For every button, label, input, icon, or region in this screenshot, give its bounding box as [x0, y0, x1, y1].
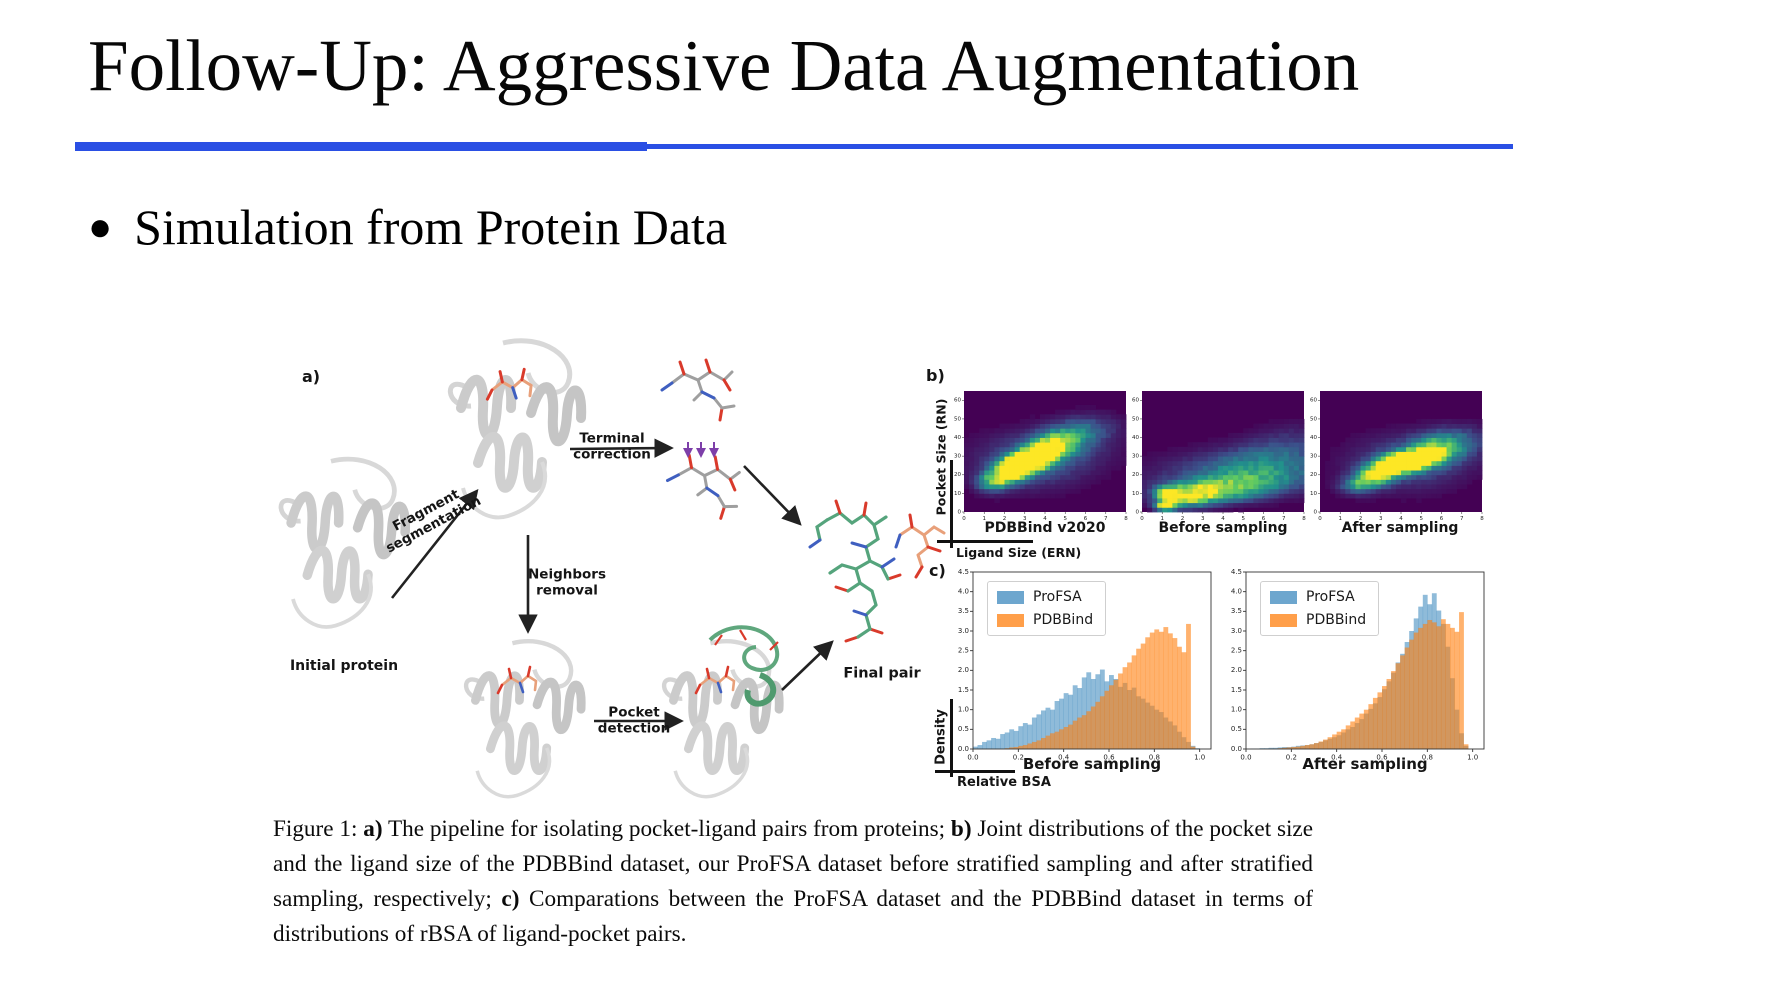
- trimmed-protein-cartoon: [466, 641, 581, 796]
- heatmap-pdbbind-canvas: [948, 387, 1132, 529]
- heatmap-pdbbind-title: PDBBind v2020: [984, 520, 1106, 536]
- legend-before-sampling: ProFSA PDBBind: [987, 581, 1107, 636]
- panel-c-letter: c): [929, 561, 946, 580]
- ligand-size-axis-line: [937, 540, 1033, 543]
- panel-a-letter: a): [302, 367, 321, 386]
- terminal-correction-label: Terminal correction: [573, 430, 651, 462]
- pocket-protein-cartoon: [664, 641, 779, 796]
- title-underline-thin: [647, 144, 1513, 149]
- hist-before-title: Before sampling: [1022, 755, 1162, 773]
- bullet-item: ● Simulation from Protein Data: [88, 198, 727, 256]
- terminal-correction-arrows-icon: [683, 442, 719, 458]
- arrow-terminal-correction: [569, 438, 674, 458]
- legend-item-profsa: ProFSA: [997, 589, 1093, 605]
- hist-after-title: After sampling: [1302, 755, 1428, 773]
- profsa-swatch: [1270, 590, 1297, 604]
- pipeline-arrows: [390, 438, 834, 731]
- profsa-legend-label: ProFSA: [1033, 589, 1082, 605]
- legend-item-pdbbind: PDBBind: [997, 612, 1093, 628]
- bullet-text: Simulation from Protein Data: [134, 199, 728, 255]
- legend-item-pdbbind: PDBBind: [1270, 612, 1366, 628]
- legend-item-profsa: ProFSA: [1270, 589, 1366, 605]
- pipeline-diagram: [270, 330, 946, 800]
- title-underline-thick: [75, 142, 647, 151]
- profsa-legend-label: ProFSA: [1306, 589, 1355, 605]
- final-pair-molecule: [808, 499, 946, 643]
- heatmap-after-title: After sampling: [1341, 520, 1459, 536]
- panel-b-letter: b): [926, 366, 945, 385]
- fragment-sticks-top: [660, 358, 736, 422]
- page-title: Follow-Up: Aggressive Data Augmentation: [88, 25, 1360, 106]
- bullet-marker: ●: [88, 204, 113, 249]
- pdbbind-legend-label: PDBBind: [1033, 612, 1094, 628]
- arrow-fragments-to-final: [743, 465, 802, 526]
- density-axis-label: Density: [933, 709, 949, 765]
- pdbbind-swatch: [1270, 613, 1297, 627]
- pdbbind-swatch: [997, 613, 1024, 627]
- heatmap-before-title: Before sampling: [1158, 520, 1288, 536]
- figure-caption: Figure 1: a) The pipeline for isolating …: [273, 816, 1313, 947]
- relative-bsa-axis-label: Relative BSA: [957, 775, 1051, 790]
- final-pair-label: Final pair: [843, 665, 921, 682]
- legend-after-sampling: ProFSA PDBBind: [1260, 581, 1380, 636]
- arrow-fragment-segmentation: [390, 488, 479, 599]
- heatmap-after-sampling-canvas: [1304, 387, 1488, 529]
- density-axis-line: [950, 699, 953, 777]
- ligand-size-axis-label: Ligand Size (ERN): [956, 545, 1082, 560]
- pdbbind-legend-label: PDBBind: [1306, 612, 1367, 628]
- pocket-detection-label: Pocket detection: [597, 704, 671, 736]
- pocket-size-axis-line: [950, 460, 953, 548]
- pocket-size-axis-label: Pocket Size (RN): [933, 398, 949, 516]
- heatmap-before-sampling-canvas: [1126, 387, 1310, 529]
- relative-bsa-axis-line: [935, 770, 1015, 773]
- profsa-swatch: [997, 590, 1024, 604]
- arrow-pocket-to-final: [781, 640, 834, 691]
- neighbors-removal-label: Neighbors removal: [528, 566, 606, 598]
- fragment-sticks-corrected: [661, 449, 745, 522]
- initial-protein-label: Initial protein: [289, 657, 399, 674]
